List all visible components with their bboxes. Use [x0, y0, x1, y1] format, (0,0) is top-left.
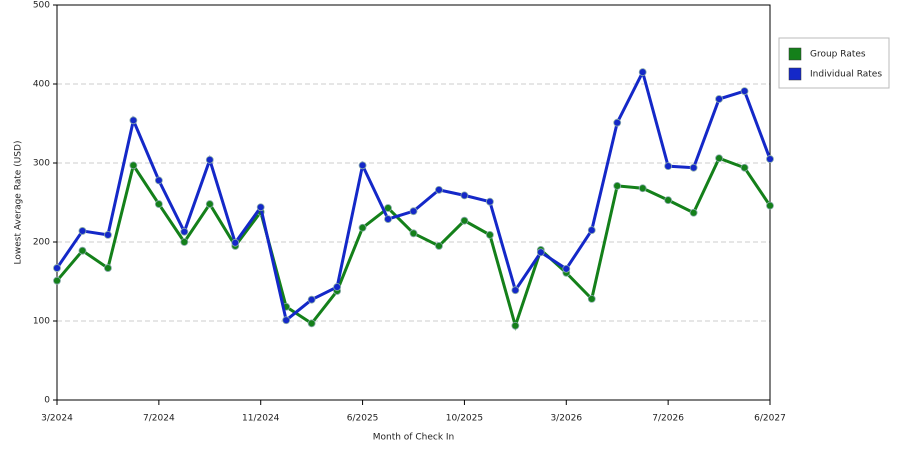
point — [154, 200, 163, 208]
y-tick-label: 400 — [33, 80, 50, 90]
y-tick-label: 0 — [44, 396, 50, 406]
point — [358, 161, 367, 170]
point — [180, 227, 189, 236]
x-tick-label: 6/2027 — [754, 414, 786, 424]
point — [205, 200, 214, 208]
x-tick-label: 6/2025 — [347, 414, 379, 424]
point — [129, 116, 138, 125]
point — [485, 230, 494, 239]
point — [638, 184, 647, 193]
plot-frame — [56, 4, 771, 401]
point — [766, 155, 774, 163]
point — [104, 230, 112, 239]
point — [256, 203, 265, 212]
point — [307, 295, 316, 304]
x-tick-label: 10/2025 — [446, 414, 483, 424]
x-tick-label: 7/2024 — [143, 414, 175, 424]
point — [460, 216, 469, 225]
point — [511, 286, 520, 295]
point — [562, 264, 571, 273]
point — [53, 264, 61, 272]
point — [435, 242, 443, 250]
x-tick-label: 3/2024 — [41, 414, 73, 424]
x-tick-label: 3/2026 — [550, 414, 582, 424]
point — [587, 294, 596, 303]
y-axis-title: Lowest Average Rate (USD) — [14, 141, 24, 265]
point — [409, 229, 418, 238]
point — [231, 238, 240, 247]
point — [409, 207, 418, 216]
point — [333, 283, 342, 291]
y-tick-label: 300 — [33, 159, 50, 169]
point — [384, 204, 392, 212]
point — [435, 185, 443, 194]
point — [664, 162, 673, 171]
point — [460, 191, 469, 200]
point — [205, 155, 214, 164]
point — [766, 201, 774, 210]
point — [536, 248, 545, 257]
point — [282, 316, 291, 325]
x-tick-label: 7/2026 — [652, 414, 684, 424]
y-tick-label: 500 — [33, 1, 50, 11]
legend-label: Individual Rates — [810, 70, 882, 80]
point — [740, 87, 749, 96]
point — [78, 246, 87, 255]
point — [129, 161, 138, 170]
point — [307, 319, 316, 328]
y-tick-label: 200 — [33, 238, 50, 248]
point — [384, 215, 392, 223]
point — [511, 321, 520, 330]
point — [154, 176, 163, 185]
point — [689, 163, 698, 172]
point — [613, 118, 622, 127]
point — [613, 182, 622, 190]
point — [104, 264, 112, 272]
point — [53, 276, 61, 285]
point — [358, 223, 367, 232]
point — [715, 95, 723, 103]
legend-box — [778, 37, 890, 89]
legend-swatch — [788, 47, 802, 61]
point — [638, 68, 647, 77]
x-tick-label: 11/2024 — [242, 414, 280, 424]
x-axis-title: Month of Check In — [373, 433, 455, 443]
point — [740, 163, 749, 172]
y-tick-label: 100 — [33, 317, 50, 327]
point — [180, 238, 189, 246]
point — [485, 197, 494, 206]
point — [689, 208, 698, 217]
point — [587, 226, 596, 235]
point — [664, 196, 673, 205]
legend-swatch — [788, 67, 802, 81]
legend-label: Group Rates — [810, 50, 866, 60]
point — [78, 227, 87, 235]
point — [715, 154, 723, 163]
